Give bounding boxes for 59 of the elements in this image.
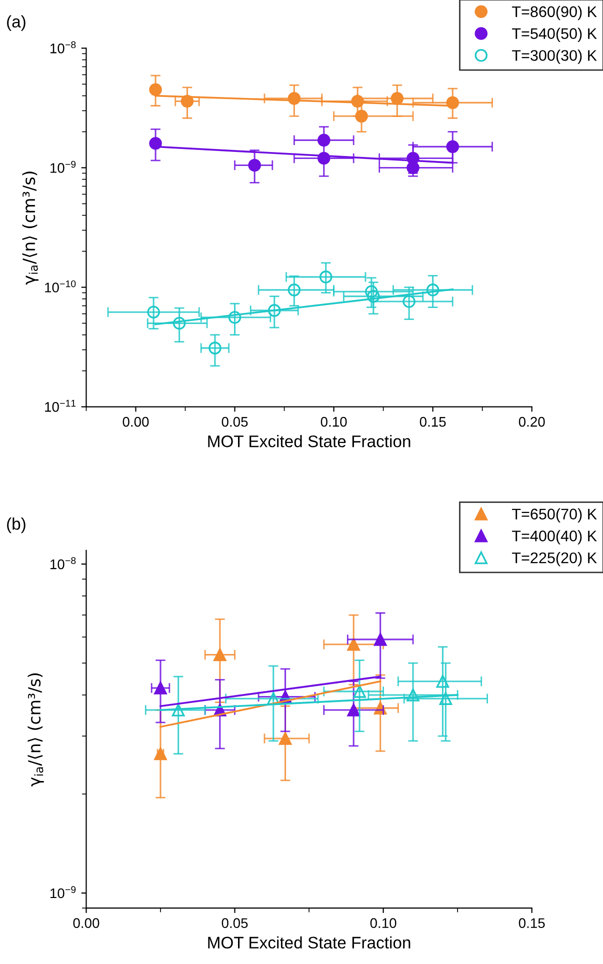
point — [318, 134, 330, 147]
legend-label: T=400(40) K — [512, 530, 597, 544]
x-axis-title: MOT Excited State Fraction — [208, 435, 410, 448]
point — [149, 136, 162, 150]
point — [172, 704, 185, 716]
y-tick-label: 10$^{−8}$ — [50, 557, 76, 570]
x-tick-label: 0.10 — [320, 416, 347, 427]
point — [208, 342, 222, 354]
x-tick-label: 0.05 — [222, 918, 248, 928]
point — [355, 110, 368, 123]
point — [439, 692, 452, 705]
point — [367, 290, 380, 303]
legend-label: T=225(20) K — [512, 552, 597, 566]
x-tick-label: 0.05 — [222, 416, 248, 427]
y-axis-title: γ$_{ia}$/⟨n⟩ (cm³/s) — [22, 172, 38, 285]
y-tick-label: 10$^{−9}$ — [50, 886, 76, 898]
point — [402, 295, 416, 308]
point — [347, 638, 360, 651]
point — [248, 158, 261, 172]
point — [214, 648, 226, 662]
x-tick-label: 0.15 — [420, 416, 446, 427]
point — [266, 692, 280, 705]
chart-title: (a) — [7, 15, 26, 31]
point — [426, 284, 440, 296]
point — [374, 633, 387, 646]
point — [278, 732, 292, 745]
point — [406, 688, 420, 702]
x-tick-label: 0.00 — [122, 416, 149, 427]
point — [149, 83, 162, 96]
point — [147, 306, 160, 318]
x-tick-label: 0.00 — [73, 918, 100, 928]
point — [172, 316, 186, 330]
point — [319, 270, 332, 284]
point — [390, 92, 404, 105]
point — [446, 140, 460, 154]
point — [436, 674, 450, 688]
x-axis-title: MOT Excited State Fraction — [208, 936, 410, 949]
legend-label: T=860(90) K — [512, 6, 597, 20]
point — [154, 747, 167, 760]
y-axis-title: γ$_{ia}$/⟨n⟩ (cm³/s) — [28, 673, 44, 786]
y-tick-label: 10$^{−9}$ — [50, 160, 76, 173]
chart-title: (b) — [7, 518, 26, 534]
point — [353, 685, 366, 698]
x-tick-label: 0.10 — [370, 918, 396, 928]
y-tick-label: 10$^{−10}$ — [45, 280, 76, 292]
point — [365, 285, 378, 298]
legend-label: T=650(70) K — [512, 508, 597, 523]
x-tick-label: 0.20 — [518, 416, 545, 427]
legend-label: T=540(50) K — [512, 28, 597, 42]
point — [347, 704, 360, 716]
point — [446, 96, 460, 110]
point — [154, 682, 167, 694]
point — [228, 310, 242, 324]
point — [268, 304, 281, 317]
legend-label: T=300(30) K — [512, 50, 597, 64]
point — [288, 284, 301, 296]
y-tick-label: 10$^{−8}$ — [50, 41, 76, 54]
x-tick-label: 0.15 — [518, 918, 545, 928]
y-tick-label: 10$^{−11}$ — [45, 400, 76, 412]
